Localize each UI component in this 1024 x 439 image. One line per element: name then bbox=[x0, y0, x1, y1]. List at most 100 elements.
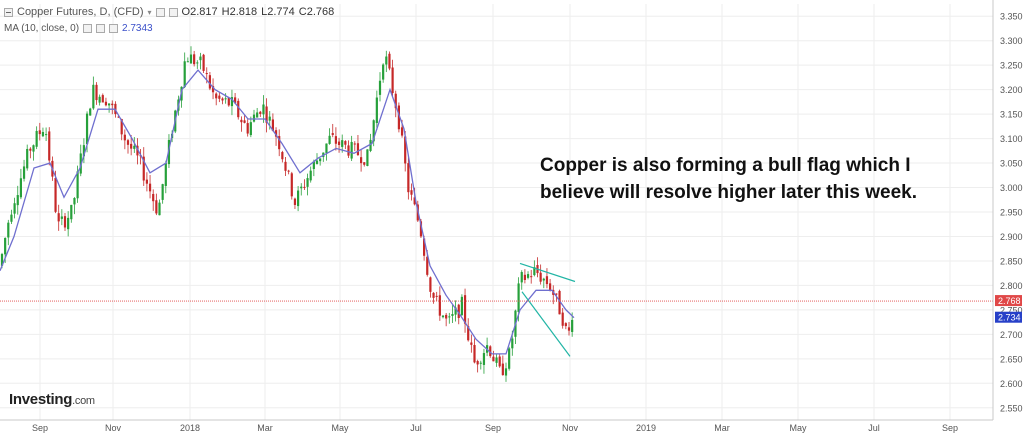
indicator-header: MA (10, close, 0) 2.7343 bbox=[4, 23, 153, 34]
candle-body bbox=[16, 195, 19, 206]
ma-label[interactable]: MA (10, close, 0) bbox=[4, 23, 80, 34]
x-tick-label: Mar bbox=[714, 423, 730, 433]
x-tick-label: May bbox=[331, 423, 349, 433]
minus-square-icon[interactable] bbox=[4, 7, 13, 17]
candle-body bbox=[57, 213, 60, 222]
candle-body bbox=[161, 184, 164, 200]
candle-body bbox=[555, 293, 558, 295]
candle-body bbox=[142, 156, 145, 181]
candle-body bbox=[382, 64, 385, 80]
candle-body bbox=[533, 267, 536, 276]
candle-body bbox=[498, 356, 501, 367]
candle-body bbox=[315, 160, 319, 164]
symbol-label[interactable]: Copper Futures, D, (CFD) bbox=[17, 6, 144, 18]
candle-body bbox=[473, 345, 476, 363]
candle-body bbox=[35, 130, 38, 147]
candlestick-series bbox=[0, 46, 574, 382]
eye-icon[interactable] bbox=[83, 24, 93, 33]
last-price-badge bbox=[995, 295, 1022, 307]
eye-icon[interactable] bbox=[155, 7, 165, 17]
candle-body bbox=[293, 198, 297, 205]
chevron-down-icon[interactable]: ▾ bbox=[147, 7, 152, 17]
y-tick-label: 2.750 bbox=[1000, 305, 1023, 315]
y-tick-label: 3.250 bbox=[1000, 61, 1023, 71]
moving-average-series bbox=[0, 69, 575, 355]
candle-body bbox=[350, 141, 353, 159]
time-axis[interactable]: Sep Nov 2018 Mar May Jul Sep Nov 2019 Mar May Jul Se… bbox=[32, 423, 958, 433]
candle-body bbox=[252, 114, 256, 122]
candle-body bbox=[89, 108, 92, 116]
x-tick-label: Jul bbox=[410, 423, 422, 433]
candle-body bbox=[567, 327, 571, 331]
candle-body bbox=[246, 123, 249, 134]
candle-body bbox=[41, 131, 45, 137]
candle-body bbox=[391, 67, 394, 94]
x-tick-label: Nov bbox=[562, 423, 579, 433]
x-tick-label: Nov bbox=[105, 423, 122, 433]
candle-body bbox=[215, 93, 218, 99]
candle-body bbox=[454, 307, 457, 315]
candle-body bbox=[511, 338, 514, 349]
candle-body bbox=[208, 75, 211, 89]
y-tick-label: 2.700 bbox=[1000, 330, 1023, 340]
close-value: C2.768 bbox=[298, 6, 335, 18]
candle-body bbox=[136, 145, 139, 156]
candle-body bbox=[539, 272, 542, 282]
candle-body bbox=[130, 143, 133, 149]
candle-body bbox=[205, 73, 208, 75]
candle-body bbox=[363, 162, 366, 165]
candle-body bbox=[104, 101, 108, 106]
annotation-text[interactable]: Copper is also forming a bull flag which… bbox=[540, 152, 917, 206]
x-tick-label: Sep bbox=[32, 423, 48, 433]
y-tick-label: 3.050 bbox=[1000, 159, 1023, 169]
candle-body bbox=[413, 197, 416, 205]
candle-body bbox=[29, 148, 32, 151]
candle-body bbox=[230, 97, 234, 107]
close-icon[interactable] bbox=[109, 24, 119, 33]
candle-body bbox=[297, 190, 300, 207]
candle-body bbox=[38, 130, 41, 135]
candle-body bbox=[287, 170, 290, 172]
candle-body bbox=[517, 283, 520, 312]
ma-line bbox=[0, 69, 575, 355]
candle-body bbox=[375, 97, 378, 124]
candle-body bbox=[284, 161, 287, 171]
candle-body bbox=[306, 178, 309, 187]
candle-body bbox=[448, 316, 451, 318]
candle-body bbox=[479, 362, 482, 364]
candle-body bbox=[221, 98, 224, 101]
y-tick-label: 2.800 bbox=[1000, 281, 1023, 291]
candle-body bbox=[435, 295, 438, 297]
candle-body bbox=[82, 145, 85, 157]
candle-body bbox=[325, 143, 328, 153]
candle-body bbox=[312, 161, 315, 169]
candle-body bbox=[45, 134, 48, 136]
candle-body bbox=[300, 186, 303, 189]
symbol-header: Copper Futures, D, (CFD) ▾ O2.817 H2.818… bbox=[4, 6, 334, 18]
annotation-line-1: Copper is also forming a bull flag which… bbox=[540, 155, 911, 176]
y-tick-label: 2.550 bbox=[1000, 403, 1023, 413]
candle-body bbox=[394, 93, 397, 109]
flag-channel bbox=[519, 262, 576, 357]
candle-body bbox=[385, 56, 388, 65]
annotation-line-2: believe will resolve higher later this w… bbox=[540, 182, 917, 203]
candle-body bbox=[281, 152, 284, 160]
gear-icon[interactable] bbox=[96, 24, 106, 33]
candle-body bbox=[265, 106, 268, 123]
y-tick-label: 2.650 bbox=[1000, 354, 1023, 364]
candle-body bbox=[240, 119, 243, 123]
investing-logo: Investing.com bbox=[9, 391, 95, 408]
candle-body bbox=[234, 97, 237, 104]
candle-body bbox=[148, 183, 152, 192]
candle-body bbox=[432, 292, 435, 298]
gear-icon[interactable] bbox=[168, 7, 178, 17]
y-tick-label: 3.150 bbox=[1000, 110, 1023, 120]
candle-body bbox=[438, 295, 441, 316]
candle-body bbox=[262, 104, 265, 115]
candle-body bbox=[120, 119, 123, 135]
candle-body bbox=[558, 290, 561, 315]
y-tick-label: 3.000 bbox=[1000, 183, 1023, 193]
